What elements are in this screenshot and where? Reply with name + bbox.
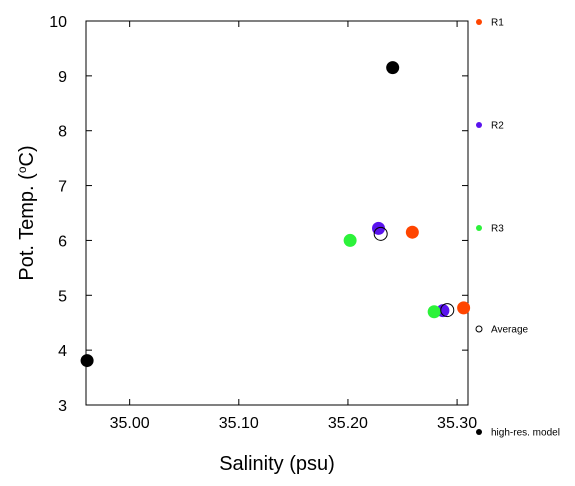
legend-label-average: Average <box>491 325 529 336</box>
x-tick-label: 35.20 <box>328 415 368 432</box>
y-tick-label: 9 <box>58 69 67 86</box>
point-average <box>373 226 388 241</box>
legend: R1 R2 R3 Average high-res. model <box>475 18 560 439</box>
legend-marker-r1 <box>476 19 482 25</box>
y-axis: 3 4 5 6 7 8 9 10 <box>49 14 468 415</box>
point-r3 <box>343 233 357 247</box>
plot-frame <box>85 20 469 406</box>
y-tick-label: 6 <box>58 233 67 250</box>
legend-label-high-res-model: high-res. model <box>491 428 560 439</box>
x-tick-label: 35.10 <box>219 415 259 432</box>
point-high-res-model <box>386 61 400 75</box>
legend-marker-r3 <box>476 225 482 231</box>
y-axis-title-degree: o <box>15 166 29 173</box>
y-tick-label: 10 <box>49 14 67 31</box>
x-tick-label: 35.00 <box>110 415 150 432</box>
y-axis-title: Pot. Temp. (oC) <box>15 145 38 280</box>
x-axis-title: Salinity (psu) <box>219 453 335 475</box>
legend-label-r2: R2 <box>491 121 504 132</box>
x-tick-label: 35.30 <box>437 415 477 432</box>
y-axis-title-unit: C) <box>16 145 38 166</box>
y-tick-label: 3 <box>58 398 67 415</box>
point-r3 <box>427 305 441 319</box>
x-axis: 35.00 35.10 35.20 35.30 <box>110 21 477 432</box>
legend-marker-r2 <box>476 122 482 128</box>
point-r1 <box>457 301 471 315</box>
y-tick-label: 4 <box>58 343 67 360</box>
point-r1 <box>405 225 419 239</box>
data-points <box>80 61 471 368</box>
legend-marker-high-res-model <box>476 429 482 435</box>
y-tick-label: 8 <box>58 124 67 141</box>
legend-label-r1: R1 <box>491 18 504 29</box>
y-tick-label: 7 <box>58 179 67 196</box>
legend-label-r3: R3 <box>491 224 504 235</box>
y-tick-label: 5 <box>58 288 67 305</box>
point-high-res-model <box>80 354 94 368</box>
point-average <box>440 303 455 318</box>
legend-marker-average <box>475 325 483 333</box>
y-axis-title-main: Pot. Temp. ( <box>16 173 38 281</box>
point-r2 <box>372 221 386 235</box>
